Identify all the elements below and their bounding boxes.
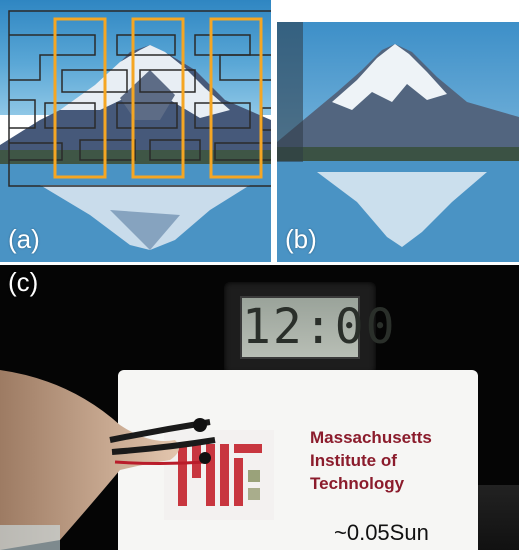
clock-display: 12:00 <box>240 296 395 359</box>
grid-tile <box>139 69 196 93</box>
panel-b-mountain: (b) <box>277 22 519 262</box>
grid-tile <box>44 102 96 129</box>
grid-path <box>214 142 271 161</box>
digital-clock: 12:00 <box>224 282 395 374</box>
orange-column-frames <box>53 17 263 179</box>
grid-tile <box>194 102 251 129</box>
grid-tile <box>149 139 201 161</box>
grid-path <box>9 34 96 81</box>
dark-tile-grid <box>8 10 271 187</box>
orange-frame <box>131 17 185 179</box>
mountain-illustration-b <box>277 22 519 262</box>
hand-holding-device <box>0 370 216 550</box>
panel-c-photo: (c) 12:00 Massachusetts Institute of Tec… <box>0 265 519 550</box>
grid-outer-border <box>8 10 271 187</box>
grid-path <box>9 99 36 129</box>
orange-frame <box>209 17 263 179</box>
panel-label-a: (a) <box>8 224 40 254</box>
dark-rail <box>478 485 519 550</box>
grid-path <box>9 142 63 161</box>
mit-logo <box>164 430 274 520</box>
org-name-line-3: Technology <box>310 474 405 493</box>
grid-tile <box>116 102 178 129</box>
org-name-line-1: Massachusetts <box>310 428 432 447</box>
grid-path <box>219 54 271 81</box>
panel-label-c: (c) <box>8 267 39 297</box>
grid-path <box>261 107 271 131</box>
grid-tile <box>116 34 176 56</box>
illumination-label: ~0.05Sun <box>334 520 429 545</box>
orange-frame <box>53 17 107 179</box>
panel-label-b: (b) <box>285 224 317 254</box>
grid-tile <box>61 69 128 93</box>
mit-card: Massachusetts Institute of Technology ~0… <box>118 370 478 550</box>
mountain-illustration-a <box>0 45 271 262</box>
grid-tile <box>194 34 251 56</box>
panel-a-mountain-grid: (a) <box>0 0 271 262</box>
org-name-line-2: Institute of <box>310 451 397 470</box>
grid-tile <box>79 139 136 161</box>
tile-grid-overlay <box>8 10 271 187</box>
